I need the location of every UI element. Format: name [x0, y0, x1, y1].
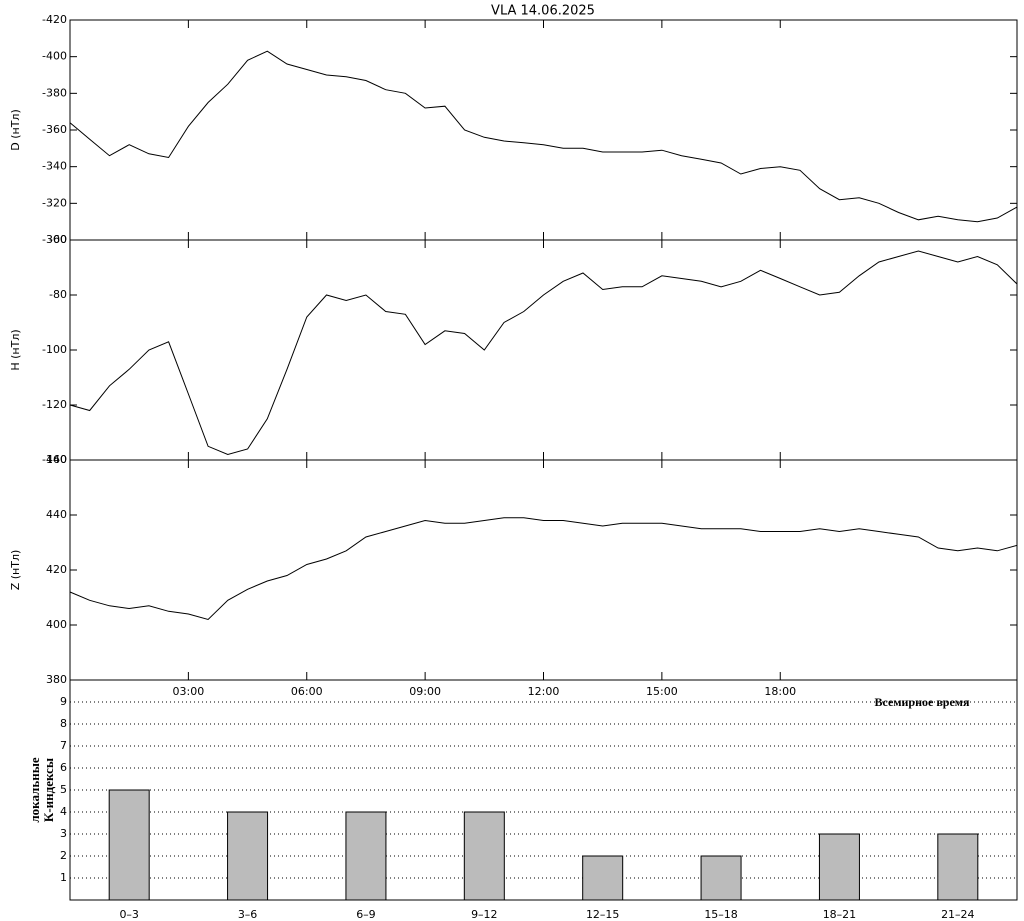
y-tick-label: 7 — [60, 739, 67, 752]
x-tick-label: 0–3 — [119, 908, 139, 921]
y-tick-label: -320 — [42, 196, 67, 209]
x-tick-label: 18:00 — [764, 685, 796, 698]
data-line — [69, 50, 1018, 223]
y-axis-label: К-индексы — [41, 758, 56, 822]
x-tick-label: 06:00 — [291, 685, 323, 698]
y-tick-label: -360 — [42, 123, 67, 136]
x-tick-label: 21–24 — [941, 908, 975, 921]
x-tick-label: 12:00 — [528, 685, 560, 698]
x-tick-label: 3–6 — [238, 908, 258, 921]
x-tick-label: 15–18 — [704, 908, 738, 921]
y-tick-label: -420 — [42, 13, 67, 26]
y-tick-label: 2 — [60, 849, 67, 862]
chart-title: VLA 14.06.2025 — [491, 4, 595, 19]
bar — [818, 833, 860, 901]
bar — [937, 833, 979, 901]
data-line — [69, 517, 1018, 621]
x-tick-label: 12–15 — [586, 908, 620, 921]
bar — [582, 855, 624, 901]
y-tick-label: 9 — [60, 695, 67, 708]
bar — [700, 855, 742, 901]
y-tick-label: 8 — [60, 717, 67, 730]
y-tick-label: 380 — [46, 673, 67, 686]
y-tick-label: 440 — [46, 508, 67, 521]
y-axis-label: D (нТл) — [9, 109, 22, 151]
y-tick-label: -140 — [42, 453, 67, 466]
y-axis-label: Z (нТл) — [9, 550, 22, 591]
y-tick-label: -400 — [42, 50, 67, 63]
y-tick-label: 1 — [60, 871, 67, 884]
y-tick-label: -120 — [42, 398, 67, 411]
bar — [345, 811, 387, 901]
x-tick-label: 09:00 — [409, 685, 441, 698]
y-axis-label: H (нТл) — [9, 329, 22, 370]
y-tick-label: -60 — [49, 233, 67, 246]
y-tick-label: 420 — [46, 563, 67, 576]
y-tick-label: 5 — [60, 783, 67, 796]
y-tick-label: -80 — [49, 288, 67, 301]
y-tick-label: 3 — [60, 827, 67, 840]
y-tick-label: 6 — [60, 761, 67, 774]
x-tick-label: 6–9 — [356, 908, 376, 921]
y-tick-label: -340 — [42, 160, 67, 173]
y-axis-label: локальные — [27, 757, 42, 823]
y-tick-label: 460 — [46, 453, 67, 466]
y-tick-label: 400 — [46, 618, 67, 631]
y-tick-label: 4 — [60, 805, 67, 818]
bar — [227, 811, 269, 901]
x-tick-label: 18–21 — [823, 908, 857, 921]
y-tick-label: -300 — [42, 233, 67, 246]
x-tick-label: 15:00 — [646, 685, 678, 698]
x-tick-label: 03:00 — [173, 685, 205, 698]
data-line — [69, 250, 1018, 456]
bar — [108, 789, 150, 901]
y-tick-label: -100 — [42, 343, 67, 356]
bar — [463, 811, 505, 901]
y-tick-label: -380 — [42, 86, 67, 99]
x-tick-label: 9–12 — [471, 908, 498, 921]
